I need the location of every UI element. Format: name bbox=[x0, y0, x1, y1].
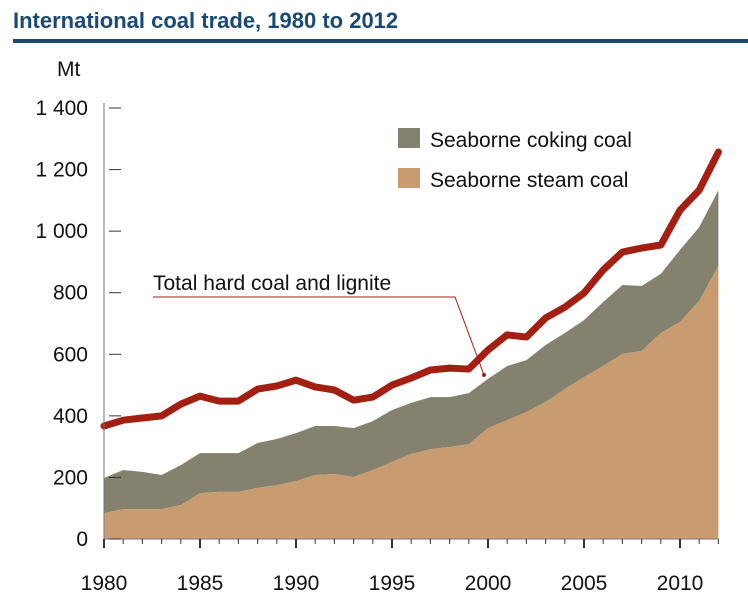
legend-swatch-steam bbox=[398, 168, 420, 188]
legend-label-coking: Seaborne coking coal bbox=[430, 129, 632, 152]
y-tick-label: 400 bbox=[53, 405, 88, 428]
x-tick-label: 1980 bbox=[81, 572, 128, 595]
x-tick-label: 1985 bbox=[177, 572, 224, 595]
legend-swatch-coking bbox=[398, 128, 420, 148]
y-axis-label: Mt bbox=[57, 58, 80, 81]
y-tick-label: 200 bbox=[53, 466, 88, 489]
annotation-leader bbox=[153, 296, 485, 376]
area-seaborne-steam-coal bbox=[104, 265, 719, 539]
x-tick-label: 1990 bbox=[273, 572, 320, 595]
y-tick-label: 600 bbox=[53, 343, 88, 366]
x-tick-label: 2005 bbox=[561, 572, 608, 595]
y-tick-label: 1 400 bbox=[35, 97, 88, 120]
legend-label-steam: Seaborne steam coal bbox=[430, 169, 628, 192]
x-tick-label: 2000 bbox=[465, 572, 512, 595]
y-tick-label: 800 bbox=[53, 282, 88, 305]
y-tick-label: 1 000 bbox=[35, 220, 88, 243]
area-seaborne-coking-coal bbox=[104, 190, 719, 514]
annotation-text: Total hard coal and lignite bbox=[153, 272, 391, 295]
x-tick-label: 2010 bbox=[657, 572, 704, 595]
y-tick-label: 0 bbox=[76, 528, 88, 551]
y-tick-label: 1 200 bbox=[35, 159, 88, 182]
chart-title: International coal trade, 1980 to 2012 bbox=[13, 8, 399, 33]
annotation-dot bbox=[482, 372, 486, 377]
annotation: Total hard coal and lignite bbox=[153, 272, 486, 377]
title-rule bbox=[13, 39, 748, 43]
legend: Seaborne coking coal Seaborne steam coal bbox=[398, 128, 632, 192]
x-tick-label: 1995 bbox=[369, 572, 416, 595]
